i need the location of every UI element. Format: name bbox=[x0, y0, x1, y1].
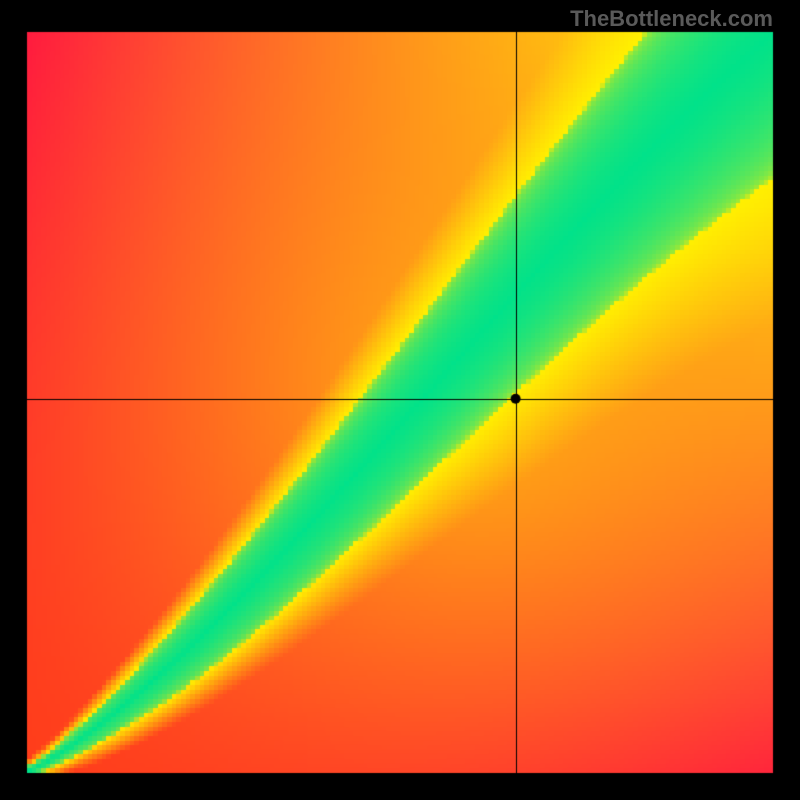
heatmap-canvas bbox=[0, 0, 800, 800]
watermark-text: TheBottleneck.com bbox=[570, 6, 773, 32]
chart-container: TheBottleneck.com bbox=[0, 0, 800, 800]
